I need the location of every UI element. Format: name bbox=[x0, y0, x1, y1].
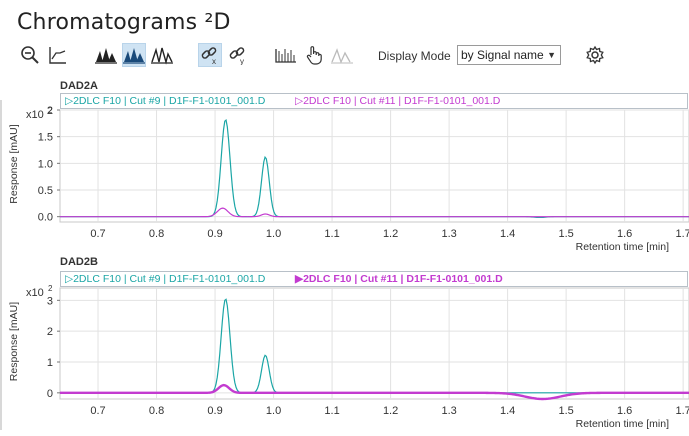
chevron-down-icon: ▼ bbox=[547, 50, 556, 60]
gear-icon[interactable] bbox=[583, 43, 607, 67]
x-tick-label: 1.4 bbox=[500, 405, 515, 417]
plot-area bbox=[59, 109, 689, 223]
overlay-peaks-icon[interactable] bbox=[94, 43, 118, 67]
stacked-peaks-icon[interactable] bbox=[122, 43, 146, 67]
x-tick-label: 1.7 bbox=[676, 405, 689, 417]
x-tick-label: 1.5 bbox=[558, 228, 573, 240]
y-scale-label: x10 bbox=[26, 109, 44, 121]
plot-area bbox=[59, 287, 689, 400]
x-tick-label: 0.9 bbox=[207, 228, 222, 240]
x-tick-label: 0.7 bbox=[90, 228, 105, 240]
x-tick-label: 0.7 bbox=[90, 405, 105, 417]
svg-text:y: y bbox=[240, 57, 244, 65]
legend-item-cut11[interactable]: ▷2DLC F10 | Cut #11 | D1F-F1-0101_001.D bbox=[295, 95, 501, 107]
toolbar: x y Display Mode by Signal name ▼ bbox=[18, 43, 678, 69]
legend-item-cut9[interactable]: ▷2DLC F10 | Cut #9 | D1F-F1-0101_001.D bbox=[65, 273, 266, 285]
panel-left-border bbox=[0, 100, 2, 430]
legend-item-cut9[interactable]: ▷2DLC F10 | Cut #9 | D1F-F1-0101_001.D bbox=[65, 95, 266, 107]
series-line-cut11 bbox=[60, 207, 689, 218]
x-tick-label: 1.7 bbox=[676, 228, 689, 240]
x-tick-label: 0.9 bbox=[207, 405, 222, 417]
y-scale-exponent: 2 bbox=[48, 106, 53, 115]
x-tick-label: 1.2 bbox=[383, 405, 398, 417]
unlink-x-icon[interactable]: x bbox=[198, 43, 222, 67]
link-y-icon[interactable]: y bbox=[226, 43, 250, 67]
x-tick-label: 1.2 bbox=[383, 228, 398, 240]
x-tick-label: 1.3 bbox=[441, 405, 456, 417]
legend-dad2a: ▷2DLC F10 | Cut #9 | D1F-F1-0101_001.D ▷… bbox=[60, 93, 688, 109]
x-tick-label: 1.6 bbox=[617, 405, 632, 417]
zoom-out-icon[interactable] bbox=[18, 43, 42, 67]
y-tick-label: 2 bbox=[47, 105, 53, 117]
x-tick-label: 1.1 bbox=[324, 405, 339, 417]
y-tick-label: 1.5 bbox=[38, 132, 53, 144]
split-peaks-icon[interactable] bbox=[150, 43, 174, 67]
x-axis-label: Retention time [min] bbox=[576, 241, 669, 253]
y-scale-label: x10 bbox=[26, 287, 44, 299]
y-tick-label: 0.5 bbox=[38, 185, 53, 197]
baseline-chart-icon[interactable] bbox=[46, 43, 70, 67]
y-tick-label: 1 bbox=[47, 357, 53, 369]
x-tick-label: 1.4 bbox=[500, 228, 515, 240]
x-tick-label: 1.3 bbox=[441, 228, 456, 240]
y-axis-label: Response [mAU] bbox=[8, 302, 20, 381]
x-tick-label: 1.1 bbox=[324, 228, 339, 240]
x-tick-label: 1.0 bbox=[266, 228, 281, 240]
x-tick-label: 0.8 bbox=[149, 228, 164, 240]
x-tick-label: 0.8 bbox=[149, 405, 164, 417]
legend-item-cut11[interactable]: ▶2DLC F10 | Cut #11 | D1F-F1-0101_001.D bbox=[295, 273, 503, 285]
display-mode-select[interactable]: by Signal name ▼ bbox=[457, 45, 561, 65]
y-scale-exponent: 2 bbox=[48, 284, 53, 293]
x-tick-label: 1.6 bbox=[617, 228, 632, 240]
y-tick-label: 2 bbox=[47, 326, 53, 338]
panel-title-dad2a: DAD2A bbox=[60, 80, 98, 92]
y-axis-label: Response [mAU] bbox=[8, 124, 20, 203]
x-tick-label: 1.0 bbox=[266, 405, 281, 417]
x-tick-label: 1.5 bbox=[558, 405, 573, 417]
x-axis-label: Retention time [min] bbox=[576, 418, 669, 430]
peak-disabled-icon[interactable] bbox=[330, 43, 354, 67]
page-title: Chromatograms ²D bbox=[17, 10, 231, 35]
y-tick-label: 1.0 bbox=[38, 158, 53, 170]
panel-title-dad2b: DAD2B bbox=[60, 256, 98, 268]
series-line-cut11 bbox=[60, 383, 689, 401]
display-mode-value: by Signal name bbox=[461, 48, 544, 62]
hand-pointer-icon[interactable] bbox=[302, 43, 326, 67]
spectrum-icon[interactable] bbox=[274, 43, 298, 67]
y-tick-label: 0 bbox=[47, 388, 53, 400]
display-mode-label: Display Mode bbox=[378, 49, 451, 63]
y-tick-label: 3 bbox=[47, 295, 53, 307]
y-tick-label: 0.0 bbox=[38, 212, 53, 224]
legend-dad2b: ▷2DLC F10 | Cut #9 | D1F-F1-0101_001.D ▶… bbox=[60, 271, 688, 287]
svg-text:x: x bbox=[212, 57, 216, 65]
